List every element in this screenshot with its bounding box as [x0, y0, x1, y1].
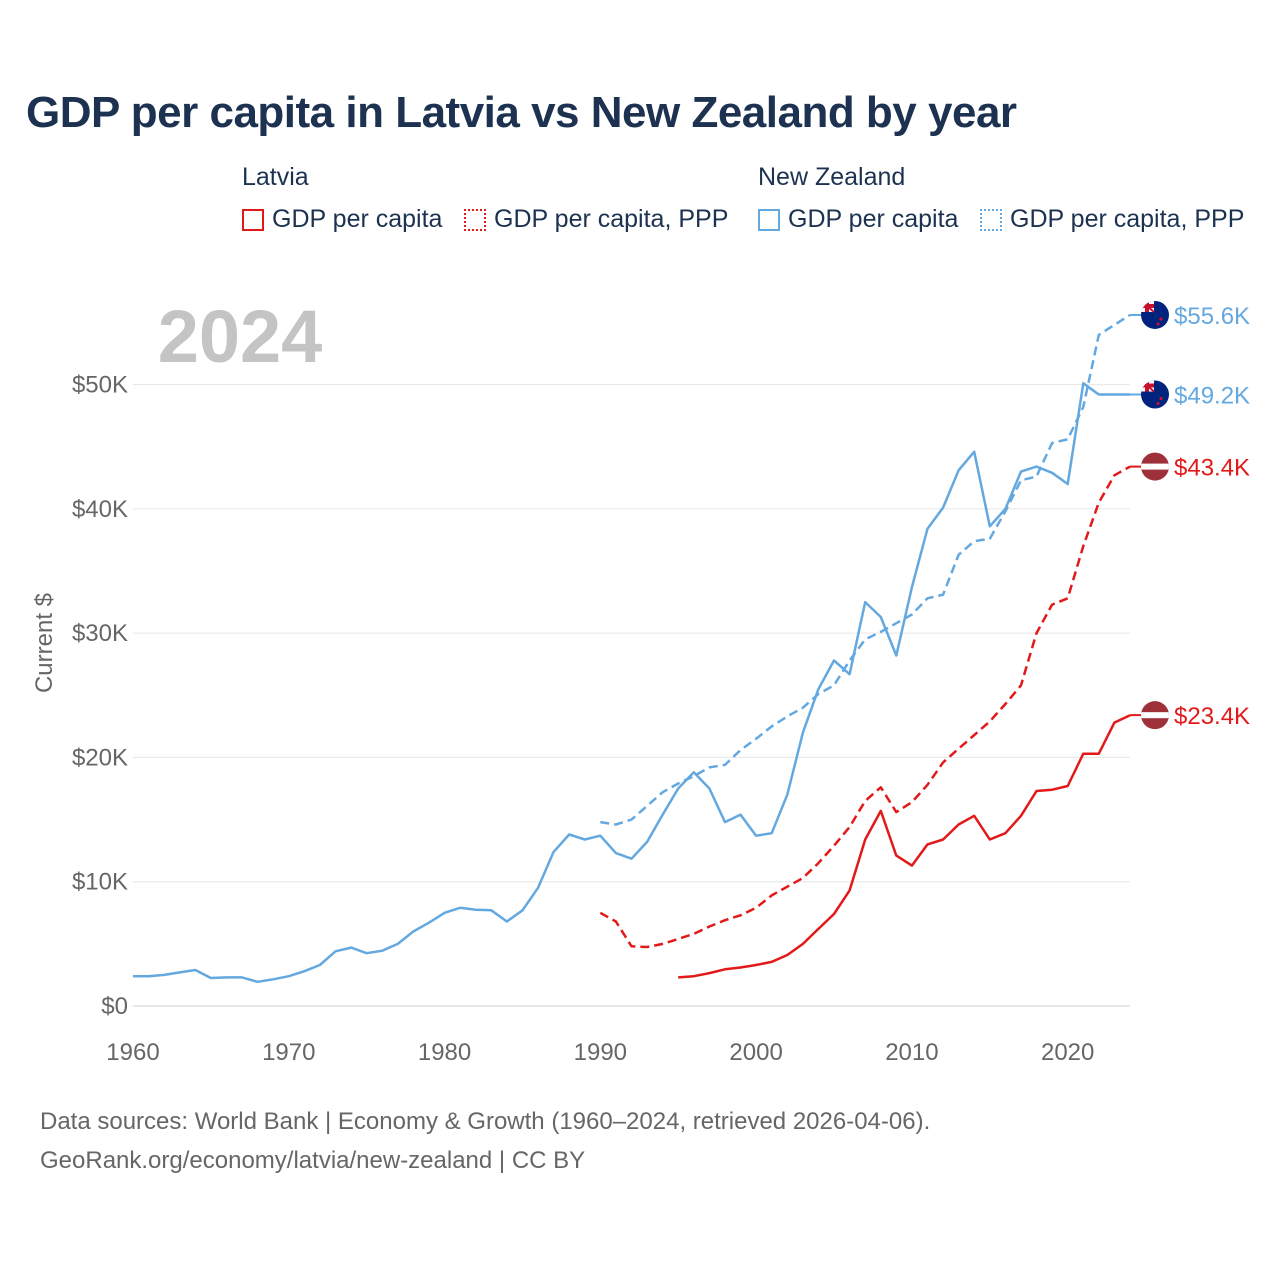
flag-blue [1141, 300, 1169, 329]
flag-body [1141, 380, 1169, 409]
flag-cross-h [1141, 303, 1154, 308]
y-tick-label: $50K [72, 372, 128, 399]
new-zealand-flag-icon [1141, 380, 1169, 409]
flag-cross-h [1141, 383, 1154, 388]
x-tick-label: 1970 [262, 1039, 315, 1066]
legend-item-nz-ppp[interactable]: GDP per capita, PPP [980, 205, 1244, 234]
flag-body [1141, 300, 1169, 329]
y-tick-label: $0 [101, 993, 128, 1020]
legend-label-latvia-gdp: GDP per capita [272, 205, 443, 233]
legend-swatch-latvia-ppp [464, 208, 486, 231]
y-tick-label: $30K [72, 620, 128, 647]
latvia-flag-icon [1141, 452, 1169, 481]
legend-item-latvia-ppp[interactable]: GDP per capita, PPP [464, 205, 728, 234]
legend-item-latvia-gdp[interactable]: GDP per capita [242, 205, 442, 234]
end-markers: $49.2K $55.6K $23.4K $43.4K [1130, 300, 1250, 730]
grid-lines [133, 384, 1130, 1007]
series-line-latvia-ppp [599, 465, 1131, 949]
x-tick-label: 2000 [729, 1039, 782, 1066]
legend-label-nz-gdp: GDP per capita [788, 205, 959, 233]
end-value-label-latvia-gdp: $23.4K [1174, 703, 1250, 730]
y-tick-label: $20K [72, 744, 128, 771]
new-zealand-flag-icon [1141, 300, 1169, 329]
source-note: Data sources: World Bank | Economy & Gro… [40, 1108, 931, 1135]
legend-label-latvia-ppp: GDP per capita, PPP [494, 205, 729, 233]
series-line-nz-gdp [133, 382, 1130, 984]
flag-body [1141, 452, 1169, 481]
series-lines [133, 313, 1131, 984]
flag-white-band [1141, 463, 1169, 470]
legend-group-latvia: Latvia [242, 163, 309, 191]
end-value-label-nz-ppp: $55.6K [1174, 303, 1250, 330]
legend-item-nz-gdp[interactable]: GDP per capita [758, 205, 958, 234]
chart-title: GDP per capita in Latvia vs New Zealand … [26, 88, 1017, 137]
flag-star [1156, 401, 1160, 406]
legend-swatch-nz-gdp [758, 208, 780, 231]
x-tick-label: 1980 [418, 1039, 471, 1066]
legend-label-nz-ppp: GDP per capita, PPP [1010, 205, 1245, 233]
year-watermark: 2024 [158, 295, 323, 378]
legend-swatch-nz-ppp [980, 208, 1002, 231]
flag-star [1159, 396, 1163, 401]
legend-swatch-latvia-gdp [242, 208, 264, 231]
flag-white-band [1141, 712, 1169, 719]
source-url[interactable]: GeoRank.org/economy/latvia/new-zealand |… [40, 1147, 586, 1174]
flag-star [1159, 317, 1163, 321]
x-tick-label: 2020 [1041, 1039, 1094, 1066]
flag-star [1156, 322, 1160, 326]
end-value-label-nz-gdp: $49.2K [1174, 383, 1250, 410]
axes: $0 $10K $20K $30K $40K $50K 1960 1970 1980 1990 20… [31, 372, 1094, 1066]
y-tick-label: $10K [72, 869, 128, 896]
legend-group-new-zealand: New Zealand [758, 163, 906, 191]
flag-body [1141, 701, 1169, 730]
y-tick-label: $40K [72, 496, 128, 523]
latvia-flag-icon [1141, 701, 1169, 730]
series-line-latvia-gdp [678, 714, 1131, 979]
x-tick-label: 1960 [106, 1039, 159, 1066]
series-line-nz-ppp [600, 313, 1131, 826]
end-value-label-latvia-ppp: $43.4K [1174, 455, 1250, 482]
x-tick-label: 1990 [574, 1039, 627, 1066]
x-tick-label: 2010 [885, 1039, 938, 1066]
y-axis-title: Current $ [31, 593, 58, 693]
flag-blue [1141, 380, 1169, 409]
